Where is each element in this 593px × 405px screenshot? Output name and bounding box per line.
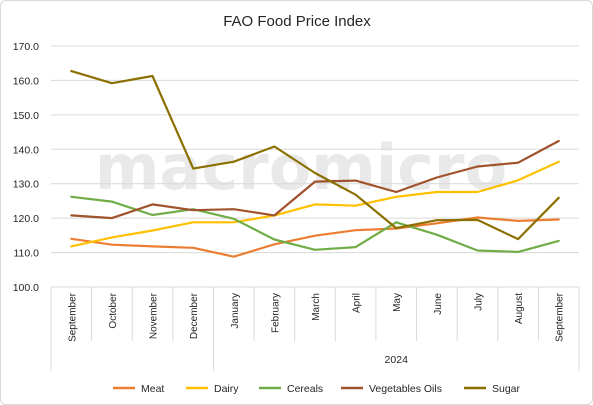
series-line-dairy [70, 160, 560, 248]
x-tick-label: May [392, 293, 403, 312]
x-tick-label: August [514, 293, 525, 324]
y-tick-label: 150.0 [13, 110, 39, 122]
series-line-cereals [70, 195, 560, 253]
y-tick-label: 170.0 [13, 41, 39, 53]
series-lines [70, 69, 560, 258]
x-tick-label: September [67, 292, 78, 342]
y-tick-label: 110.0 [14, 248, 40, 260]
legend-label: Sugar [492, 383, 521, 395]
x-tick-label: October [108, 292, 119, 328]
legend-label: Dairy [214, 383, 239, 395]
x-tick-label: December [189, 292, 200, 339]
x-tick-label: September [555, 292, 566, 342]
legend-label: Cereals [287, 383, 323, 395]
chart-title: FAO Food Price Index [223, 13, 371, 30]
y-tick-label: 160.0 [13, 75, 39, 87]
x-tick-label: March [311, 293, 322, 321]
x-tick-label: June [433, 293, 444, 315]
legend-label: Meat [141, 383, 164, 395]
series-line-vegetables-oils [70, 139, 560, 220]
x-axis: September October November December January F… [50, 287, 580, 371]
legend: Meat Dairy Cereals Vegetables Oils Sugar [113, 383, 521, 395]
x-tick-label: November [149, 292, 160, 339]
x-tick-label: July [473, 293, 484, 311]
x-group-year-label: 2024 [385, 354, 409, 366]
grid-lines [51, 45, 579, 288]
y-tick-label: 140.0 [13, 144, 39, 156]
y-axis-ticks: 100.0 110.0 120.0 130.0 140.0 150.0 160.0 170.0 [13, 41, 39, 294]
x-tick-label: April [352, 293, 363, 313]
y-tick-label: 130.0 [13, 179, 39, 191]
series-line-meat [70, 216, 560, 258]
y-tick-label: 100.0 [13, 282, 39, 294]
series-line-sugar [70, 69, 560, 241]
legend-label: Vegetables Oils [369, 383, 442, 395]
x-tick-label: February [270, 293, 281, 333]
x-tick-label: January [230, 293, 241, 329]
y-tick-label: 120.0 [13, 213, 39, 225]
